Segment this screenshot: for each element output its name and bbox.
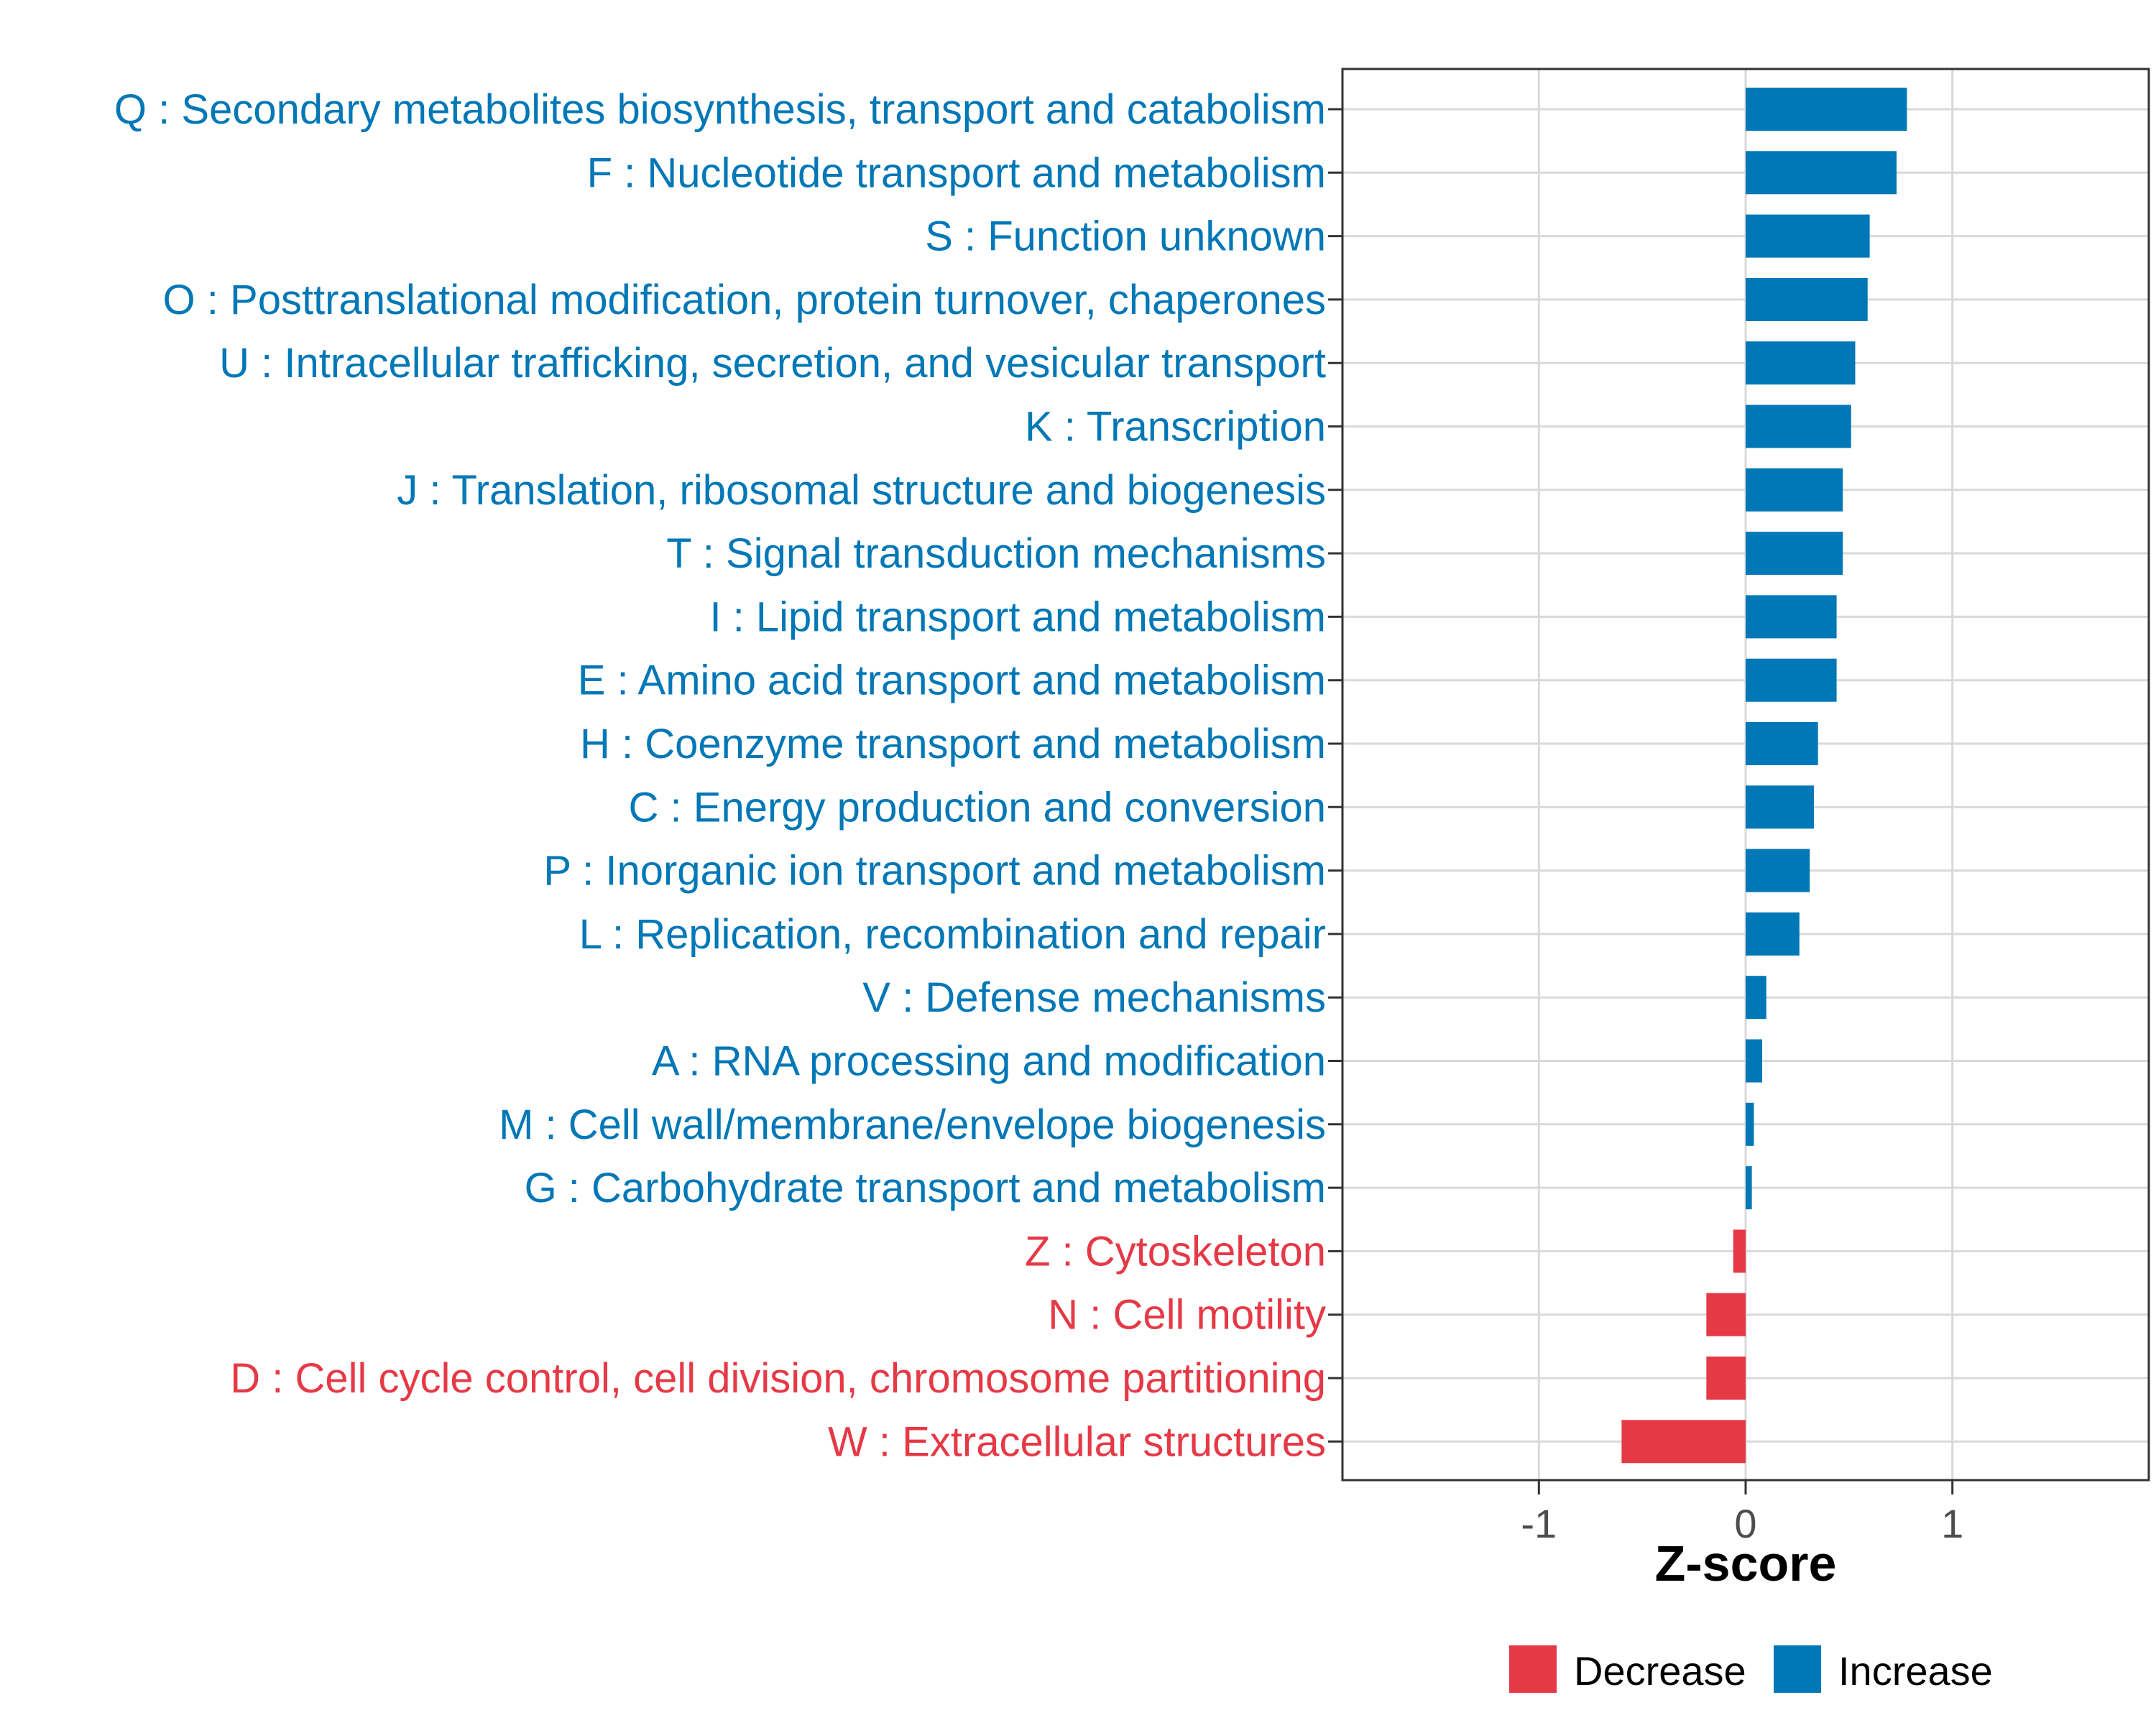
y-tick-label: K : Transcription [1025, 404, 1326, 451]
x-tick-label: 0 [1734, 1501, 1756, 1546]
bar [1733, 1229, 1746, 1273]
y-tick-label: M : Cell wall/membrane/envelope biogenes… [499, 1101, 1326, 1148]
bar [1746, 1039, 1763, 1083]
bar [1746, 722, 1818, 765]
y-tick-label: A : RNA processing and modification [652, 1038, 1326, 1085]
x-tick-label: -1 [1521, 1501, 1557, 1546]
bar [1746, 341, 1856, 385]
y-tick-label: Z : Cytoskeleton [1025, 1228, 1326, 1275]
y-tick-label: C : Energy production and conversion [629, 784, 1326, 831]
bar [1746, 912, 1800, 956]
y-tick-label: O : Posttranslational modification, prot… [163, 277, 1326, 323]
x-axis-title: Z-score [1655, 1535, 1837, 1591]
y-tick-label: S : Function unknown [925, 213, 1326, 260]
bar [1746, 468, 1843, 512]
bar [1746, 658, 1837, 702]
y-tick-label: U : Intracellular trafficking, secretion… [219, 340, 1326, 387]
y-tick-label: F : Nucleotide transport and metabolism [587, 149, 1326, 196]
legend: Decrease Increase [1509, 1645, 1993, 1694]
y-tick-label: T : Signal transduction mechanisms [666, 530, 1326, 577]
bars [1621, 88, 1907, 1464]
bar [1746, 595, 1837, 639]
bar [1746, 849, 1810, 892]
y-tick-label: D : Cell cycle control, cell division, c… [230, 1355, 1326, 1402]
bar [1746, 277, 1868, 321]
bar [1746, 976, 1766, 1020]
y-tick-label: H : Coenzyme transport and metabolism [580, 721, 1326, 767]
y-tick-label: G : Carbohydrate transport and metabolis… [525, 1165, 1326, 1211]
bar [1746, 1102, 1754, 1146]
x-tick-label: 1 [1941, 1501, 1963, 1546]
bar [1746, 151, 1897, 195]
y-tick-label: Q : Secondary metabolites biosynthesis, … [114, 86, 1326, 133]
bar [1706, 1357, 1746, 1400]
bar [1746, 532, 1843, 576]
legend-label-increase: Increase [1838, 1648, 1993, 1694]
bar [1746, 88, 1907, 131]
legend-key-decrease [1509, 1645, 1557, 1693]
bar [1706, 1293, 1746, 1336]
legend-label-decrease: Decrease [1574, 1648, 1746, 1694]
y-tick-label: P : Inorganic ion transport and metaboli… [543, 848, 1326, 895]
y-tick-label: W : Extracellular structures [828, 1418, 1326, 1465]
y-tick-label: V : Defense mechanisms [862, 974, 1326, 1021]
y-tick-label: N : Cell motility [1048, 1292, 1326, 1339]
bar [1746, 405, 1851, 448]
y-tick-label: E : Amino acid transport and metabolism [578, 657, 1326, 704]
y-tick-label: I : Lipid transport and metabolism [709, 593, 1326, 640]
y-tick-label: L : Replication, recombination and repai… [579, 911, 1326, 958]
bar [1746, 1166, 1752, 1210]
y-tick-label: J : Translation, ribosomal structure and… [397, 467, 1326, 514]
bar [1746, 785, 1814, 829]
x-axis-ticks: -1 0 1 [1521, 1480, 1963, 1546]
bar [1746, 214, 1870, 258]
y-axis-ticks: Q : Secondary metabolites biosynthesis, … [114, 86, 1342, 1465]
bar [1621, 1420, 1746, 1464]
legend-key-increase [1774, 1645, 1821, 1693]
